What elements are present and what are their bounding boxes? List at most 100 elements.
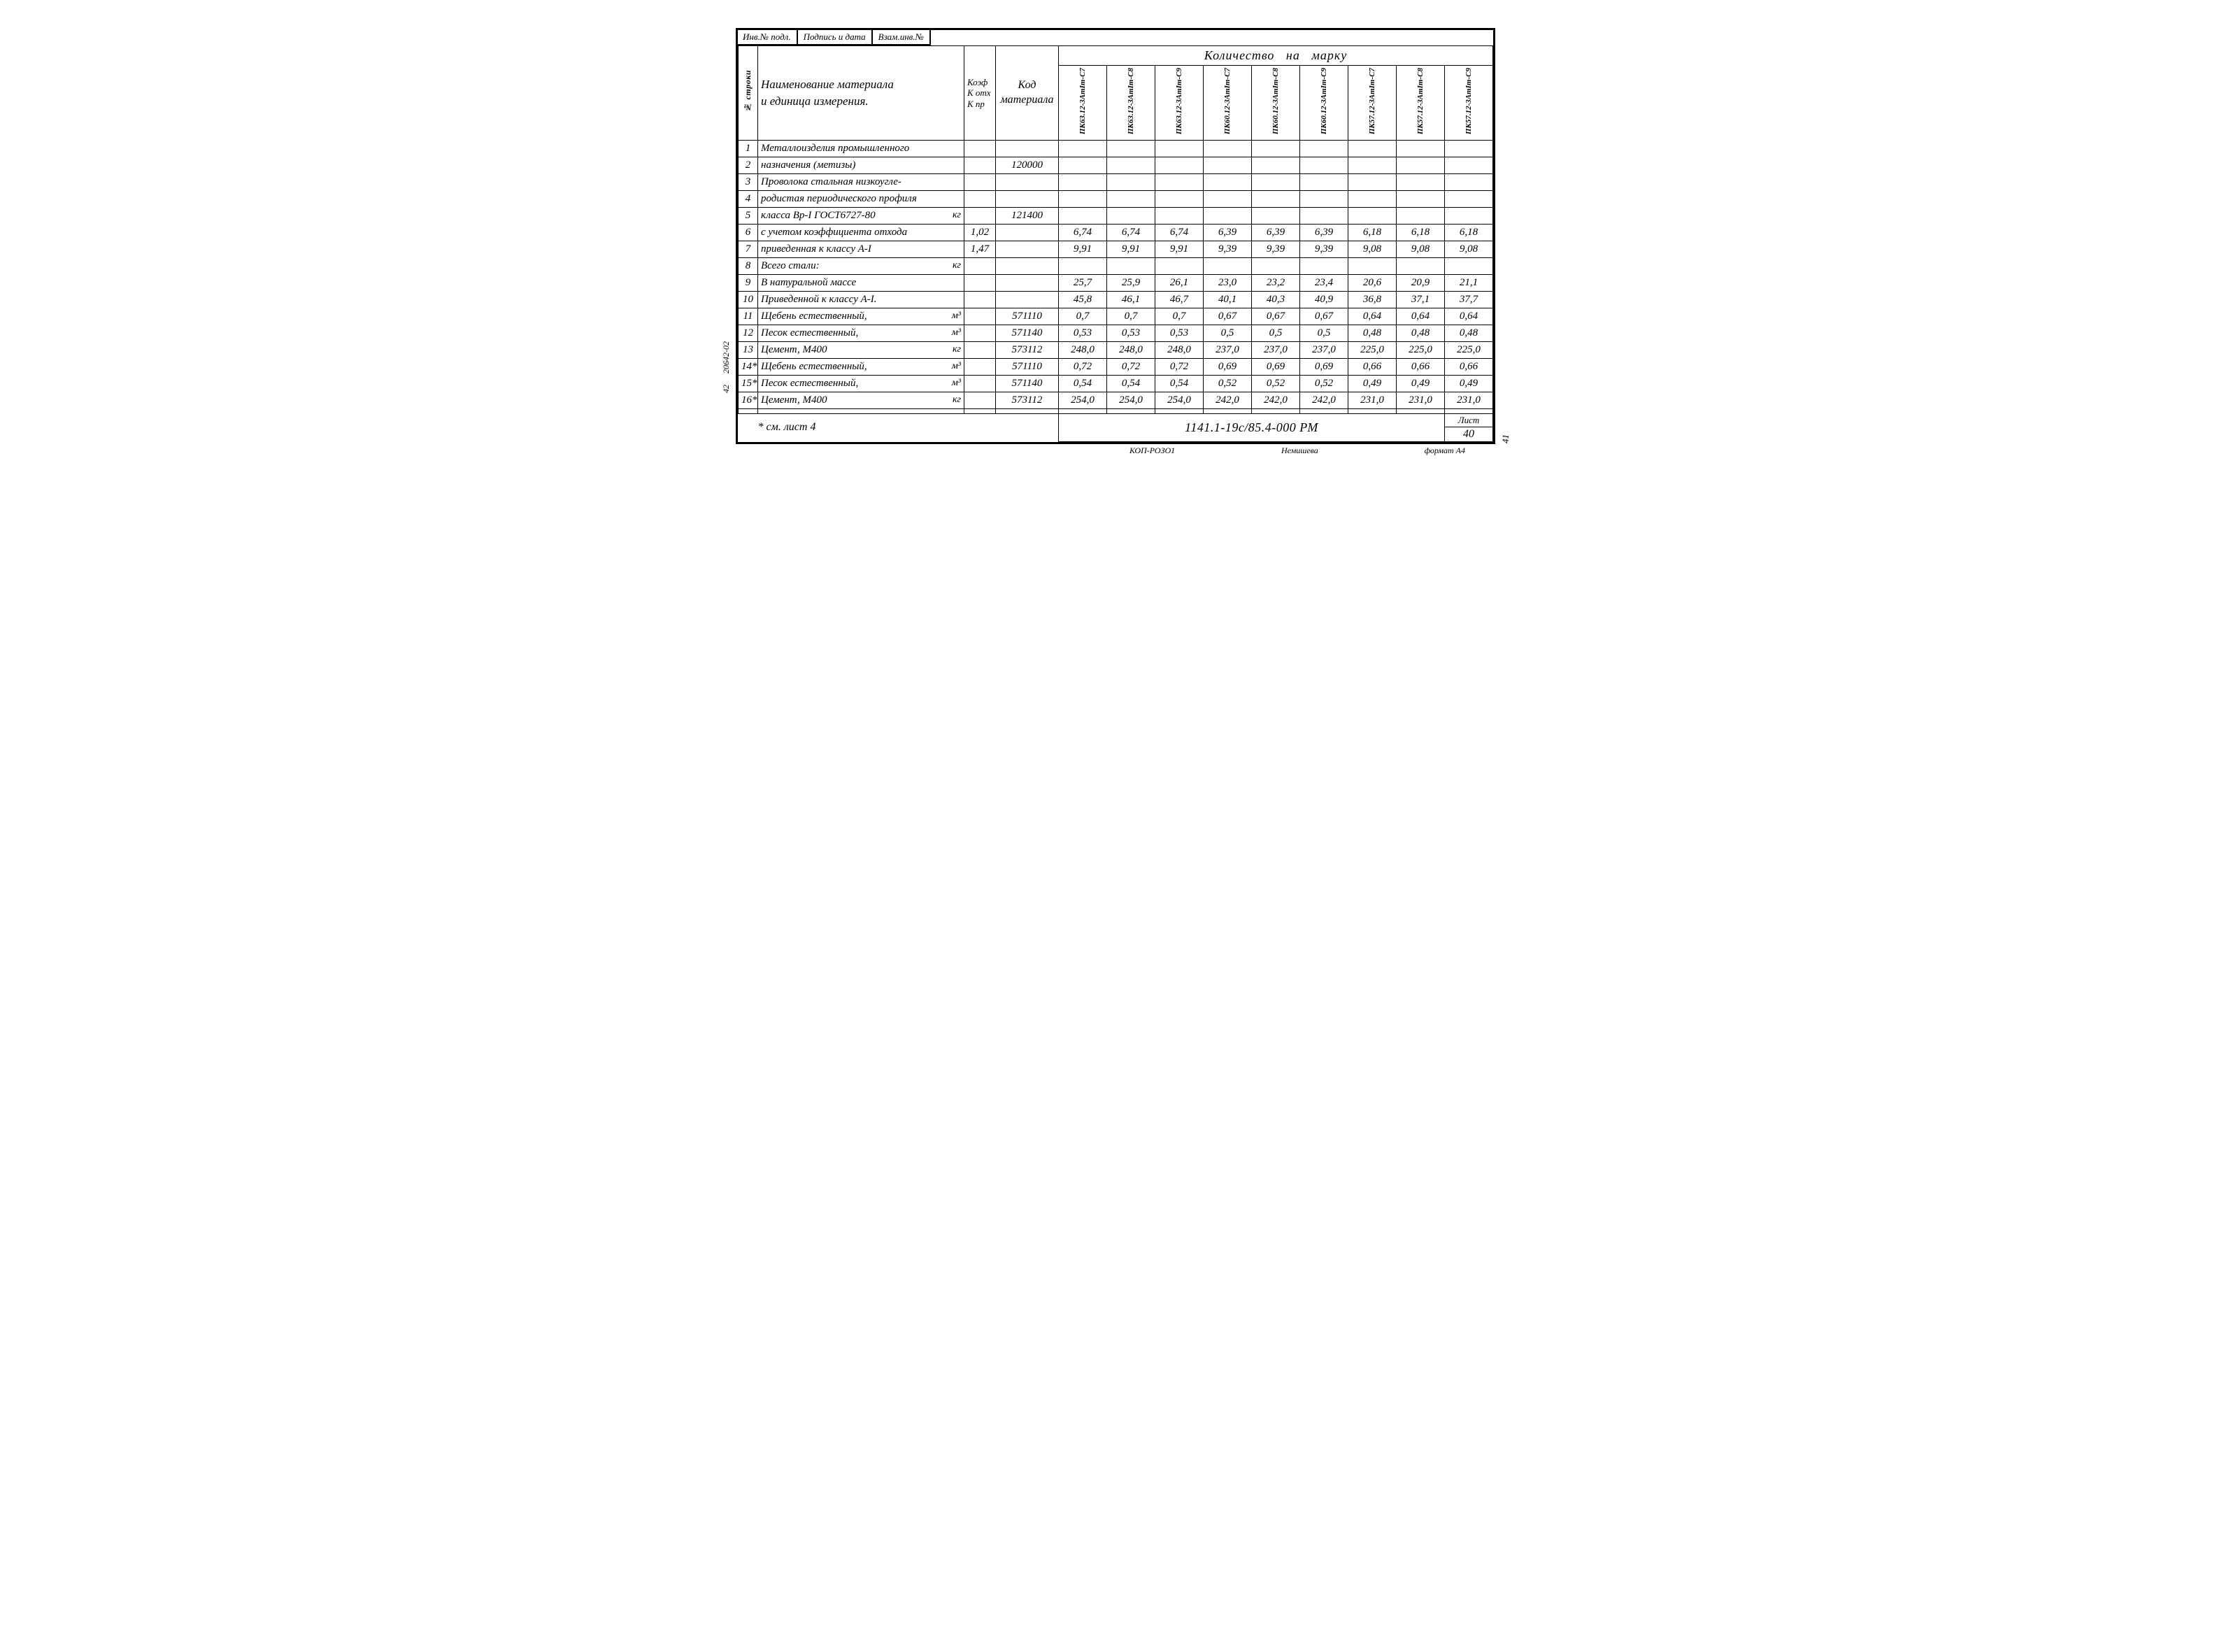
qty-cell: 6,74: [1107, 225, 1155, 241]
qty-cell: [1107, 191, 1155, 208]
qty-cell: [1204, 208, 1252, 225]
qty-cell: [1348, 258, 1397, 275]
table-row: 1Металлоизделия промышленного: [739, 141, 1493, 157]
qty-cell: 6,39: [1252, 225, 1300, 241]
col-qty-title: Количество на марку: [1059, 46, 1493, 66]
qty-cell: 0,53: [1107, 325, 1155, 342]
qty-cell: [1300, 174, 1348, 191]
code-cell: 571140: [996, 376, 1059, 392]
koef-cell: [964, 141, 996, 157]
row-number: [739, 409, 758, 414]
qty-cell: 0,54: [1155, 376, 1204, 392]
material-name: родистая периодического профиля: [758, 191, 964, 208]
qty-cell: [1445, 258, 1493, 275]
row-number: 9: [739, 275, 758, 292]
qty-cell: 9,39: [1204, 241, 1252, 258]
qty-cell: [1252, 208, 1300, 225]
table-row: 6с учетом коэффициента отхода1,026,746,7…: [739, 225, 1493, 241]
material-name: назначения (метизы): [758, 157, 964, 174]
table-row: 3Проволока стальная низкоугле-: [739, 174, 1493, 191]
sheet-label: Лист: [1445, 414, 1492, 427]
qty-cell: [1155, 157, 1204, 174]
brand-col-7: ПК57.12-3АтIт-С8: [1397, 66, 1445, 141]
qty-cell: 0,52: [1252, 376, 1300, 392]
qty-cell: [1107, 141, 1155, 157]
code-cell: 571110: [996, 308, 1059, 325]
code-cell: [996, 174, 1059, 191]
row-number: 4: [739, 191, 758, 208]
material-name: Щебень естественный,м³: [758, 359, 964, 376]
top-stamp: Инв.№ подл. Подпись и дата Взам.инв.№: [736, 28, 931, 45]
qty-cell: 0,72: [1155, 359, 1204, 376]
qty-cell: [1252, 409, 1300, 414]
qty-cell: [1252, 174, 1300, 191]
material-name: приведенная к классу А-I: [758, 241, 964, 258]
qty-cell: [1348, 141, 1397, 157]
qty-cell: [1155, 174, 1204, 191]
qty-cell: 23,2: [1252, 275, 1300, 292]
qty-cell: 0,5: [1252, 325, 1300, 342]
qty-cell: [1204, 174, 1252, 191]
qty-cell: 9,08: [1397, 241, 1445, 258]
koef-cell: [964, 359, 996, 376]
qty-cell: 0,52: [1300, 376, 1348, 392]
qty-cell: 0,53: [1059, 325, 1107, 342]
qty-cell: 237,0: [1252, 342, 1300, 359]
qty-cell: 9,39: [1300, 241, 1348, 258]
material-table: № строки Наименование материалаи единица…: [738, 45, 1493, 442]
sheet-no: 40: [1445, 427, 1492, 441]
qty-cell: 0,66: [1348, 359, 1397, 376]
qty-cell: 231,0: [1348, 392, 1397, 409]
brand-col-8: ПК57.12-3АтIт-С9: [1445, 66, 1493, 141]
row-number: 14*: [739, 359, 758, 376]
qty-cell: [1300, 191, 1348, 208]
qty-cell: 231,0: [1445, 392, 1493, 409]
qty-cell: [1445, 191, 1493, 208]
qty-cell: [1204, 191, 1252, 208]
qty-cell: 0,66: [1397, 359, 1445, 376]
qty-cell: [1155, 409, 1204, 414]
table-row: 8Всего стали:кг: [739, 258, 1493, 275]
qty-cell: 254,0: [1107, 392, 1155, 409]
code-cell: [996, 258, 1059, 275]
row-number: 7: [739, 241, 758, 258]
qty-cell: 242,0: [1204, 392, 1252, 409]
table-row: 4родистая периодического профиля: [739, 191, 1493, 208]
qty-cell: 248,0: [1155, 342, 1204, 359]
koef-cell: [964, 208, 996, 225]
koef-cell: [964, 191, 996, 208]
qty-cell: 9,08: [1445, 241, 1493, 258]
code-cell: [996, 275, 1059, 292]
qty-cell: 37,7: [1445, 292, 1493, 308]
qty-cell: 23,4: [1300, 275, 1348, 292]
row-number: 11: [739, 308, 758, 325]
below-a: КОП-РОЗО1: [1129, 446, 1175, 456]
qty-cell: 248,0: [1107, 342, 1155, 359]
qty-cell: 225,0: [1397, 342, 1445, 359]
col-koef: КоэфК отхК пр: [964, 46, 996, 141]
koef-cell: [964, 174, 996, 191]
qty-cell: 254,0: [1155, 392, 1204, 409]
table-row: 2назначения (метизы)120000: [739, 157, 1493, 174]
qty-cell: 237,0: [1300, 342, 1348, 359]
qty-cell: 242,0: [1300, 392, 1348, 409]
qty-cell: [1204, 141, 1252, 157]
qty-cell: 0,48: [1348, 325, 1397, 342]
table-row: 9В натуральной массе25,725,926,123,023,2…: [739, 275, 1493, 292]
qty-cell: [1059, 174, 1107, 191]
koef-cell: 1,02: [964, 225, 996, 241]
qty-cell: 40,1: [1204, 292, 1252, 308]
qty-cell: 0,49: [1445, 376, 1493, 392]
qty-cell: 0,54: [1107, 376, 1155, 392]
qty-cell: 6,18: [1397, 225, 1445, 241]
sheet-number-box: Лист 40: [1445, 414, 1493, 442]
qty-cell: 0,67: [1252, 308, 1300, 325]
code-cell: [996, 225, 1059, 241]
material-name: Приведенной к классу А-I.: [758, 292, 964, 308]
qty-cell: [1445, 157, 1493, 174]
row-number: 3: [739, 174, 758, 191]
row-number: 15*: [739, 376, 758, 392]
page-number: 41: [1500, 434, 1511, 443]
row-number: 6: [739, 225, 758, 241]
qty-cell: 0,53: [1155, 325, 1204, 342]
